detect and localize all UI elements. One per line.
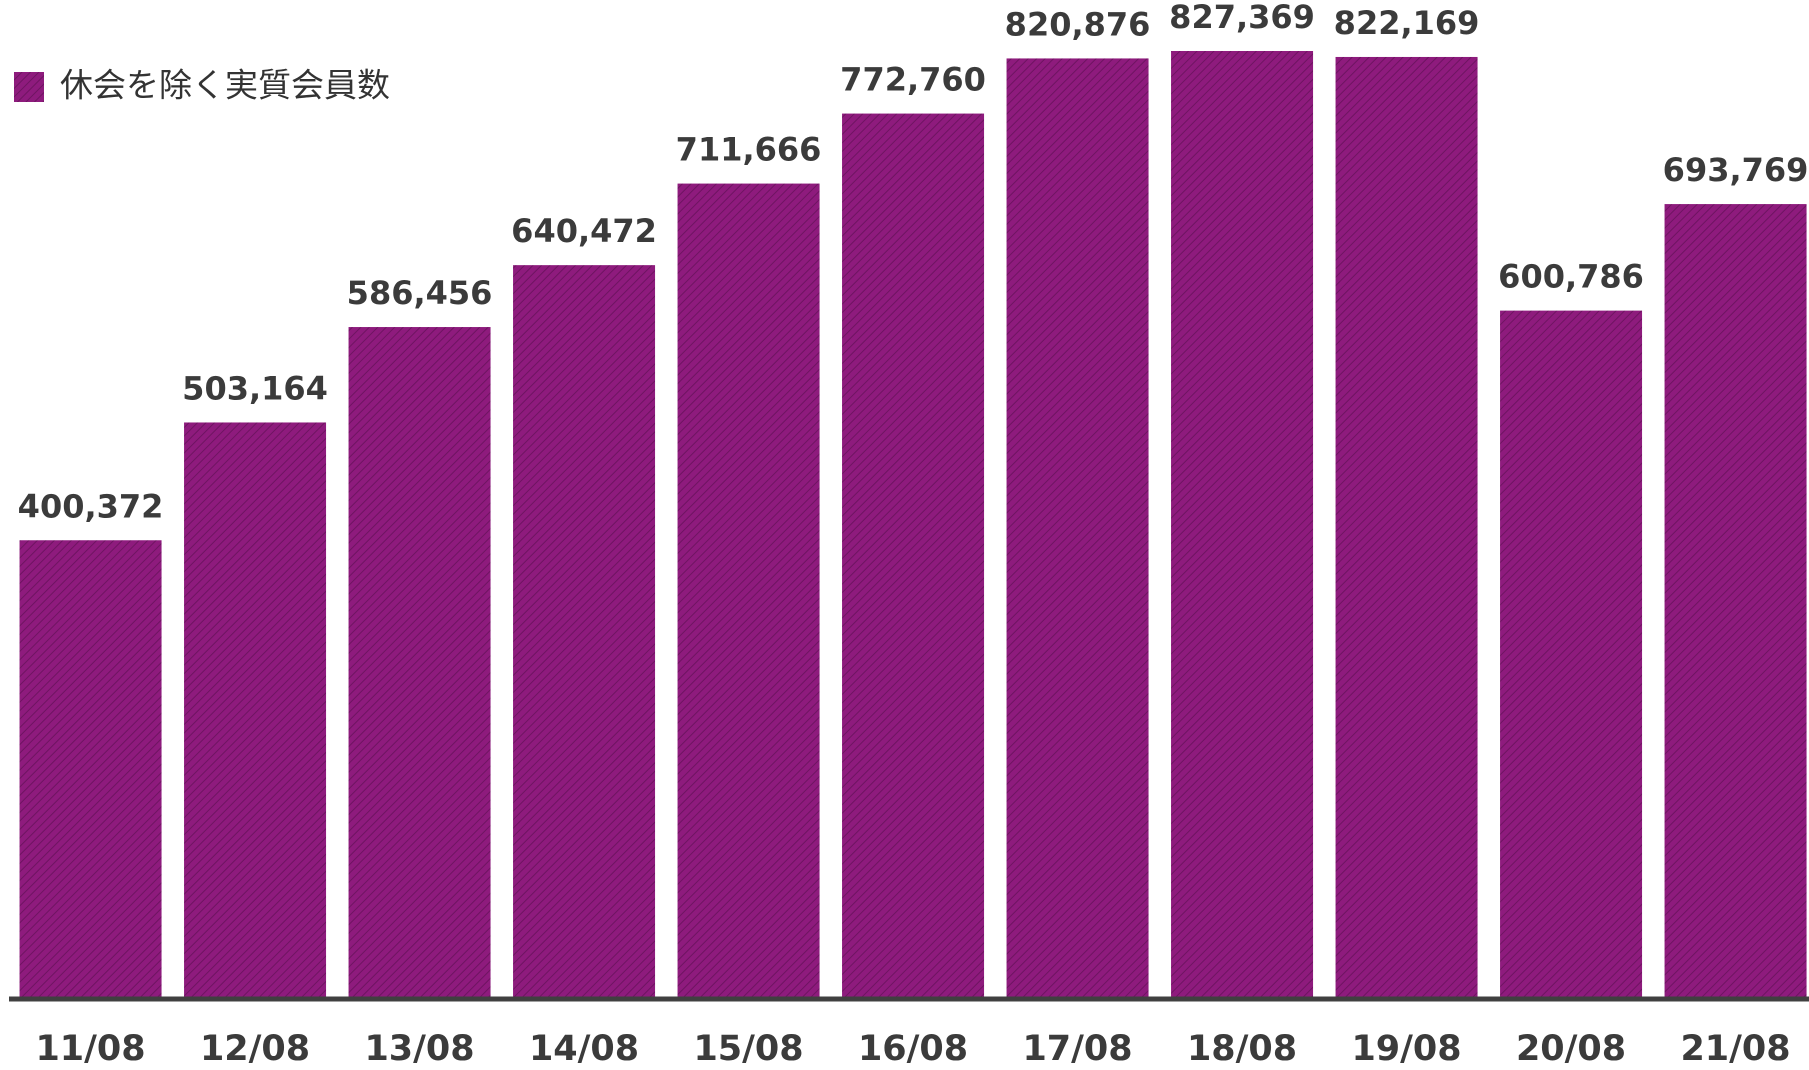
bar <box>19 540 162 999</box>
data-label: 586,456 <box>347 274 493 312</box>
bar <box>677 183 820 1000</box>
x-tick-label: 17/08 <box>1022 1029 1132 1069</box>
bar <box>1335 56 1478 999</box>
data-label: 693,769 <box>1663 151 1809 189</box>
data-label: 400,372 <box>18 487 164 525</box>
data-label: 600,786 <box>1498 258 1644 296</box>
x-tick-label: 21/08 <box>1680 1029 1790 1069</box>
data-label: 772,760 <box>840 61 986 99</box>
data-label: 640,472 <box>511 212 657 250</box>
x-tick-label: 20/08 <box>1516 1029 1626 1069</box>
bar <box>842 113 985 999</box>
data-label: 503,164 <box>182 369 328 407</box>
x-tick-label: 14/08 <box>529 1029 639 1069</box>
x-tick-label: 11/08 <box>35 1029 145 1069</box>
data-label: 822,169 <box>1334 4 1480 42</box>
legend-label: 休会を除く実質会員数 <box>60 66 390 105</box>
x-tick-label: 12/08 <box>200 1029 310 1069</box>
bar <box>348 327 491 999</box>
x-tick-label: 19/08 <box>1351 1029 1461 1069</box>
data-label: 711,666 <box>676 131 822 169</box>
bar <box>184 422 327 999</box>
legend-swatch <box>14 72 44 102</box>
data-label: 820,876 <box>1005 5 1151 43</box>
bar <box>513 265 656 999</box>
x-tick-label: 18/08 <box>1187 1029 1297 1069</box>
bar <box>1006 58 1149 999</box>
data-label: 827,369 <box>1169 0 1315 36</box>
bar <box>1664 204 1807 999</box>
bar <box>1500 310 1643 999</box>
x-tick-label: 13/08 <box>364 1029 474 1069</box>
bar <box>1171 51 1314 999</box>
x-tick-label: 16/08 <box>858 1029 968 1069</box>
x-tick-label: 15/08 <box>693 1029 803 1069</box>
